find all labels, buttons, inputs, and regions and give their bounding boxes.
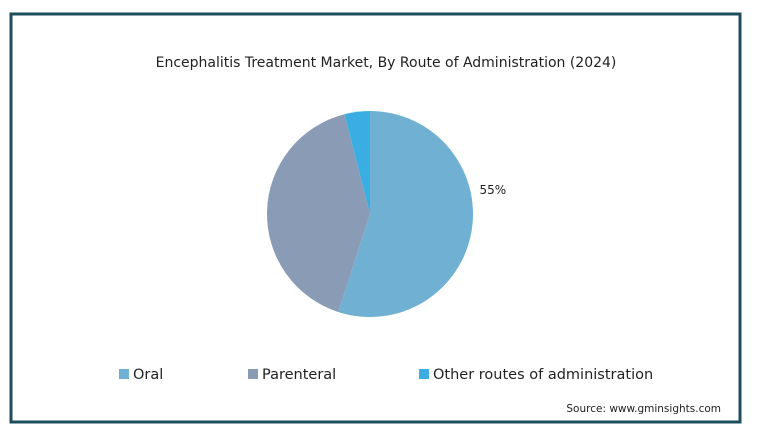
legend-label: Parenteral	[262, 367, 336, 383]
legend-label: Oral	[133, 367, 163, 383]
pie-slice	[338, 111, 473, 317]
data-label: 55%	[479, 183, 506, 197]
source: Source: www.gminsights.com	[566, 403, 721, 415]
pie-slice	[344, 111, 370, 214]
legend-swatch	[419, 369, 429, 379]
legend-swatch	[119, 369, 129, 379]
legend-swatch	[248, 369, 258, 379]
chart-title: Encephalitis Treatment Market, By Route …	[156, 55, 617, 71]
legend-label: Other routes of administration	[433, 367, 653, 383]
pie-slice	[266, 114, 370, 312]
